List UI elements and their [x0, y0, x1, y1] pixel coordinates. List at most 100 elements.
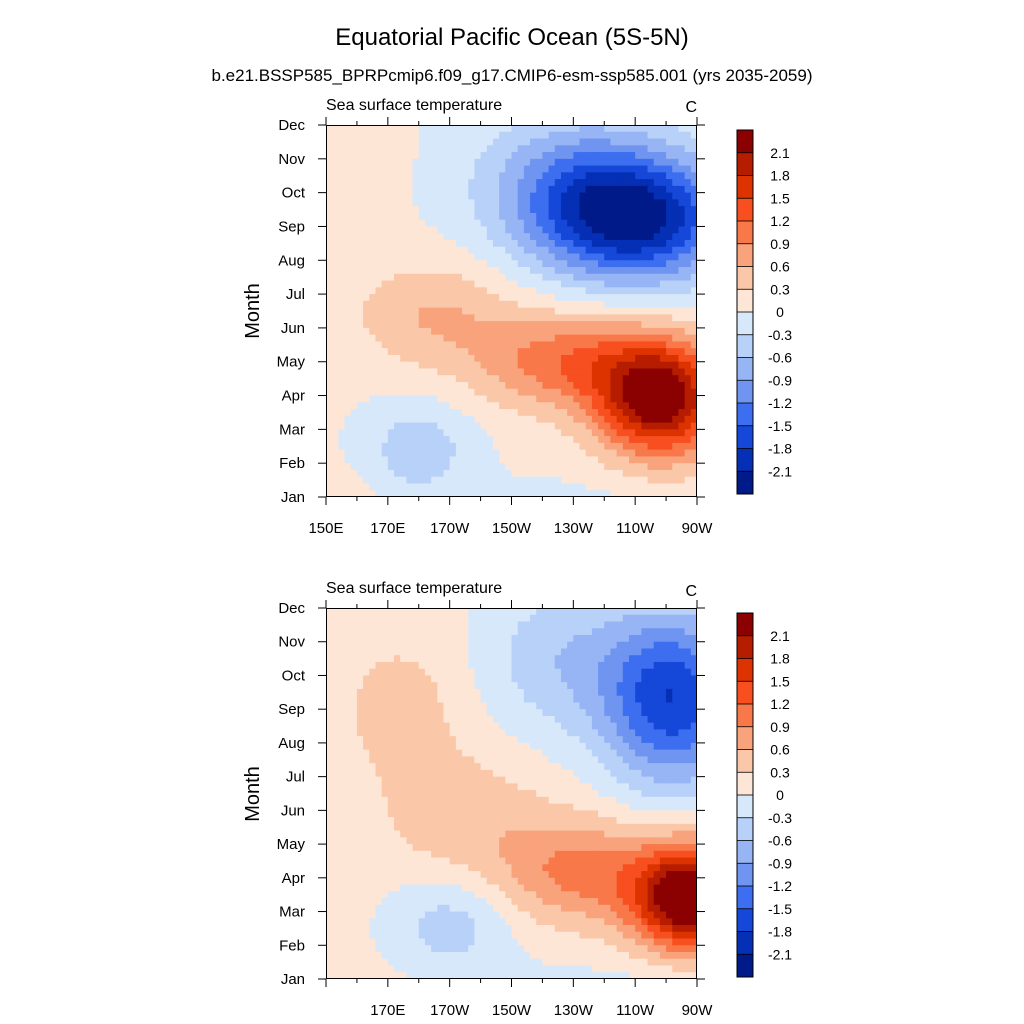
heatmap-cell	[585, 628, 593, 636]
heatmap-cell	[406, 463, 414, 471]
heatmap-cell	[474, 131, 482, 140]
heatmap-cell	[628, 709, 636, 717]
heatmap-cell	[474, 702, 482, 710]
heatmap-cell	[653, 688, 661, 697]
heatmap-cell	[523, 354, 531, 363]
heatmap-cell	[666, 280, 673, 288]
heatmap-cell	[381, 138, 389, 146]
heatmap-cell	[560, 756, 568, 764]
heatmap-cell	[536, 695, 544, 704]
heatmap-cell	[536, 469, 544, 478]
heatmap-cell	[480, 375, 488, 383]
heatmap-cell	[659, 226, 667, 234]
heatmap-cell	[431, 125, 438, 133]
heatmap-cell	[455, 415, 463, 424]
heatmap-cell	[530, 179, 537, 187]
heatmap-cell	[598, 361, 605, 370]
heatmap-cell	[517, 402, 525, 410]
heatmap-cell	[486, 469, 494, 478]
heatmap-cell	[462, 307, 469, 315]
heatmap-cell	[344, 402, 352, 410]
heatmap-cell	[684, 375, 692, 383]
heatmap-cell	[616, 483, 624, 491]
heatmap-cell	[424, 212, 432, 221]
heatmap-cell	[548, 233, 556, 241]
heatmap-cell	[350, 280, 358, 288]
heatmap-cell	[530, 614, 537, 623]
heatmap-cell	[480, 756, 488, 764]
heatmap-cell	[356, 763, 364, 771]
heatmap-cell	[591, 165, 599, 173]
heatmap-cell	[424, 614, 432, 623]
heatmap-cell	[394, 327, 401, 336]
heatmap-cell	[424, 273, 432, 282]
heatmap-cell	[412, 648, 420, 656]
heatmap-cell	[375, 409, 383, 417]
heatmap-cell	[585, 260, 593, 268]
heatmap-cell	[530, 769, 537, 778]
heatmap-cell	[480, 668, 488, 677]
heatmap-cell	[394, 476, 401, 485]
heatmap-cell	[326, 442, 333, 451]
heatmap-cell	[536, 219, 544, 228]
heatmap-cell	[517, 382, 525, 390]
heatmap-cell	[369, 695, 377, 704]
heatmap-cell	[449, 219, 457, 228]
heatmap-cell	[338, 158, 346, 167]
heatmap-cell	[536, 239, 544, 248]
heatmap-cell	[492, 280, 500, 288]
heatmap-cell	[530, 388, 537, 397]
heatmap-cell	[400, 422, 407, 430]
heatmap-cell	[338, 449, 346, 458]
heatmap-cell	[369, 776, 377, 784]
heatmap-cell	[678, 145, 686, 153]
heatmap-cell	[647, 361, 655, 370]
heatmap-cell	[616, 260, 624, 268]
heatmap-cell	[598, 436, 605, 444]
heatmap-cell	[523, 226, 531, 234]
heatmap-cell	[424, 131, 432, 140]
heatmap-cell	[424, 192, 432, 200]
heatmap-cell	[690, 327, 697, 336]
heatmap-cell	[344, 661, 352, 670]
heatmap-cell	[344, 682, 352, 690]
heatmap-cell	[684, 307, 692, 315]
heatmap-cell	[406, 206, 414, 214]
heatmap-cell	[536, 476, 544, 485]
heatmap-cell	[684, 388, 692, 397]
heatmap-cell	[548, 219, 556, 228]
heatmap-cell	[579, 668, 587, 677]
heatmap-cell	[598, 695, 605, 704]
heatmap-cell	[486, 273, 494, 282]
heatmap-cell	[610, 668, 618, 677]
heatmap-cell	[554, 152, 562, 160]
heatmap-cell	[418, 321, 426, 329]
heatmap-cell	[548, 287, 556, 295]
heatmap-cell	[400, 138, 407, 146]
heatmap-cell	[338, 702, 346, 710]
heatmap-cell	[350, 675, 358, 683]
heatmap-cell	[381, 628, 389, 636]
heatmap-cell	[505, 307, 513, 315]
heatmap-cell	[412, 273, 420, 282]
heatmap-cell	[622, 655, 630, 663]
heatmap-cell	[369, 469, 377, 478]
heatmap-cell	[332, 442, 339, 451]
heatmap-cell	[647, 125, 655, 133]
heatmap-cell	[363, 287, 370, 295]
heatmap-cell	[598, 621, 605, 629]
heatmap-cell	[412, 334, 420, 343]
heatmap-cell	[338, 675, 346, 683]
heatmap-cell	[418, 341, 426, 349]
heatmap-cell	[363, 469, 370, 478]
heatmap-cell	[468, 287, 475, 295]
heatmap-cell	[560, 361, 568, 370]
heatmap-cell	[641, 158, 649, 167]
heatmap-cell	[418, 756, 426, 764]
heatmap-cell	[474, 294, 482, 302]
heatmap-cell	[585, 729, 593, 737]
heatmap-cell	[424, 219, 432, 228]
heatmap-cell	[523, 219, 531, 228]
heatmap-cell	[523, 395, 531, 403]
heatmap-cell	[690, 239, 697, 248]
